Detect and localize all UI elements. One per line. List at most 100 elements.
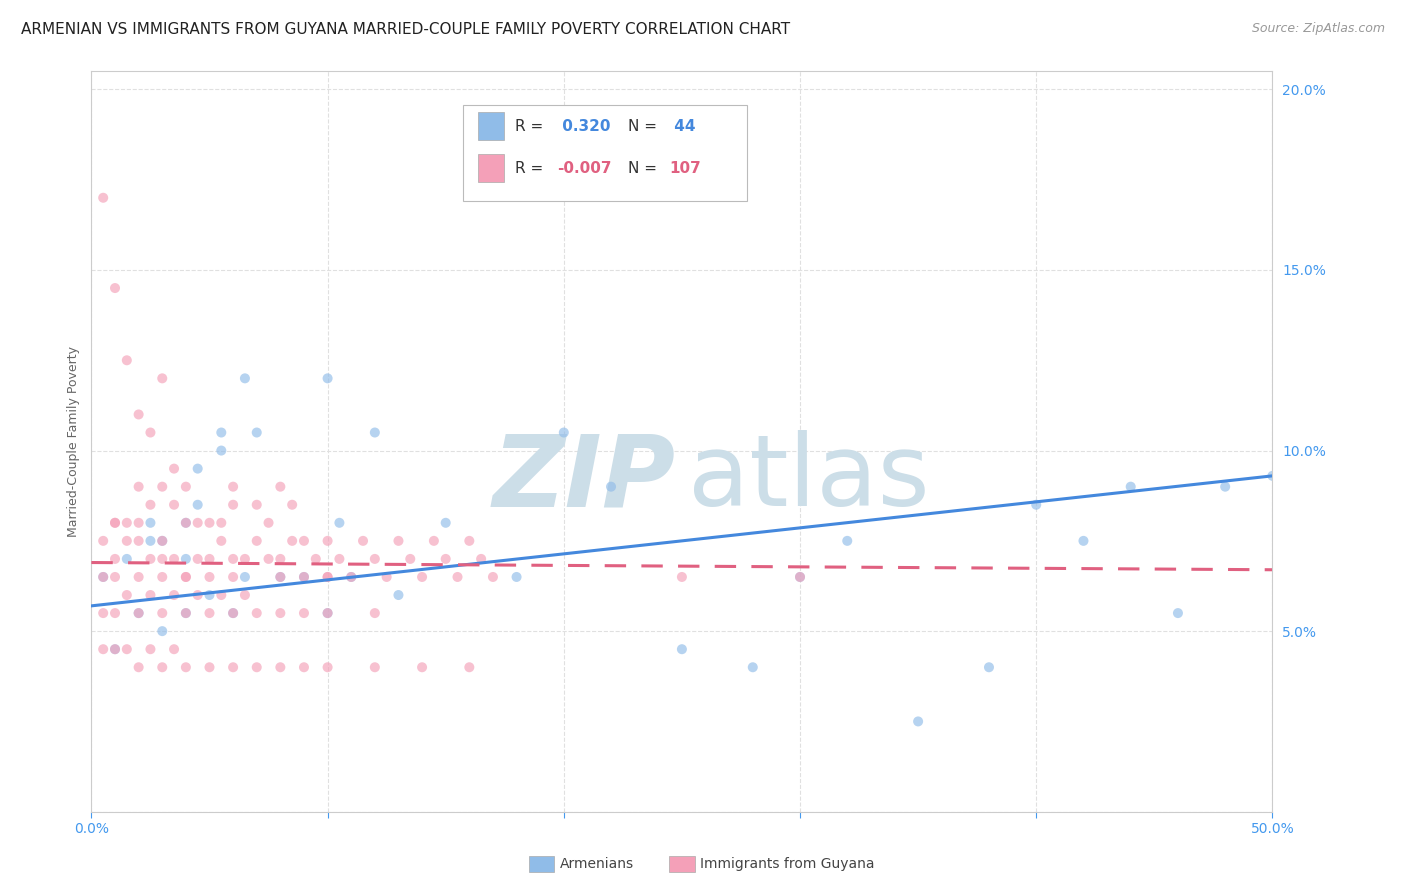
Point [150,480,173,494]
Point [198,570,221,584]
Point [209,533,232,548]
Point [150,533,173,548]
Point [104,552,127,566]
Text: Armenians: Armenians [560,857,634,871]
Point [139,552,162,566]
Point [222,606,245,620]
Point [150,624,173,639]
Point [139,533,162,548]
Point [316,570,339,584]
Point [1213,480,1236,494]
Point [281,533,304,548]
Point [91,191,114,205]
Point [91,570,114,584]
Point [139,498,162,512]
Point [399,552,422,566]
Point [328,516,350,530]
Point [446,570,468,584]
Point [434,516,457,530]
Point [364,552,387,566]
Point [340,570,363,584]
Text: ZIP: ZIP [494,430,676,527]
Point [340,570,363,584]
Point [316,606,339,620]
Point [91,533,114,548]
Point [222,660,245,674]
Point [292,533,315,548]
Point [115,552,138,566]
Point [233,570,256,584]
Point [222,480,245,494]
Point [233,371,256,385]
Text: 0.320: 0.320 [557,119,610,134]
Point [292,606,315,620]
Point [174,516,197,530]
Point [375,570,398,584]
Point [364,425,387,440]
Point [115,533,138,548]
Point [600,480,623,494]
Point [174,570,197,584]
Point [104,281,127,295]
Point [115,353,138,368]
Point [352,533,374,548]
FancyBboxPatch shape [478,154,503,183]
Point [163,588,186,602]
Point [128,516,150,530]
Point [292,660,315,674]
Point [246,498,269,512]
Point [907,714,929,729]
Point [482,570,505,584]
Point [128,606,150,620]
Point [198,606,221,620]
Point [128,660,150,674]
Point [387,588,409,602]
Point [150,371,173,385]
Text: R =: R = [516,119,548,134]
Point [316,533,339,548]
Point [364,660,387,674]
Point [316,660,339,674]
Point [198,660,221,674]
Text: -0.007: -0.007 [557,161,612,176]
Point [246,533,269,548]
Point [246,660,269,674]
Point [115,516,138,530]
Point [209,425,232,440]
Point [292,570,315,584]
Point [257,552,280,566]
Text: 44: 44 [669,119,696,134]
Point [789,570,811,584]
Point [187,461,209,475]
Text: R =: R = [516,161,548,176]
Point [209,443,232,458]
Point [269,570,291,584]
Point [150,660,173,674]
Point [150,552,173,566]
Point [269,660,291,674]
Point [1167,606,1189,620]
Point [281,498,304,512]
Y-axis label: Married-Couple Family Poverty: Married-Couple Family Poverty [67,346,80,537]
Point [423,533,446,548]
Point [174,480,197,494]
Point [553,425,575,440]
Text: ARMENIAN VS IMMIGRANTS FROM GUYANA MARRIED-COUPLE FAMILY POVERTY CORRELATION CHA: ARMENIAN VS IMMIGRANTS FROM GUYANA MARRI… [21,22,790,37]
Point [128,570,150,584]
Text: N =: N = [627,119,661,134]
Point [316,371,339,385]
Point [246,425,269,440]
Point [174,606,197,620]
Text: atlas: atlas [688,430,929,527]
Point [139,516,162,530]
Point [387,533,409,548]
Point [91,606,114,620]
Point [257,516,280,530]
Point [163,461,186,475]
Point [91,642,114,657]
Point [187,516,209,530]
Point [209,588,232,602]
Point [104,570,127,584]
Point [411,570,433,584]
Point [269,552,291,566]
